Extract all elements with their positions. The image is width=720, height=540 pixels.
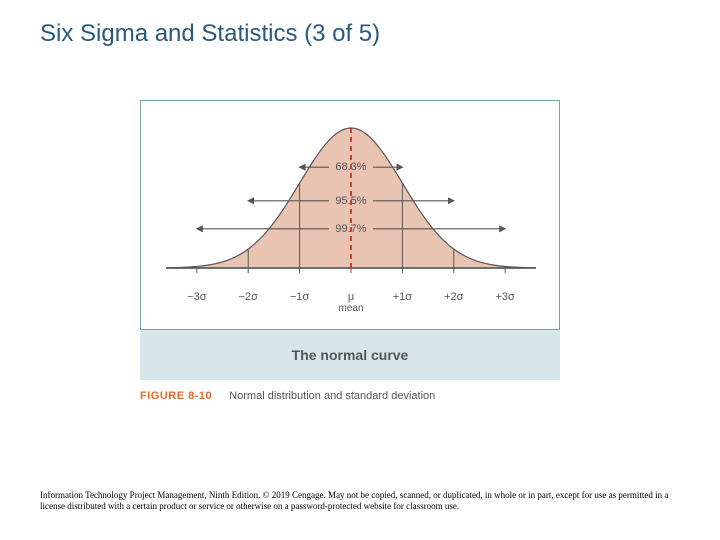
- page-title: Six Sigma and Statistics (3 of 5): [40, 20, 380, 48]
- slide: Six Sigma and Statistics (3 of 5) 68.3% 9…: [0, 0, 720, 540]
- chart-caption: The normal curve: [140, 330, 560, 380]
- chart-box: 68.3% 95.5% 99.7% −3σ −2σ −1σ μmean +1σ +2σ +3σ: [140, 100, 560, 330]
- x-tick-label: −2σ: [239, 291, 258, 303]
- figure-panel: 68.3%95.5%99.7% −3σ−2σ−1σμmean+1σ+2σ+3σ …: [140, 100, 560, 380]
- x-tick-label: −3σ: [187, 291, 206, 303]
- figure-label: FIGURE 8-10 Normal distribution and stan…: [140, 390, 435, 402]
- copyright-footer: Information Technology Project Managemen…: [40, 490, 680, 513]
- x-tick-label: μ: [348, 291, 354, 303]
- figure-number: FIGURE 8-10: [140, 390, 212, 402]
- svg-text:95.5%: 95.5%: [335, 195, 366, 207]
- figure-description: Normal distribution and standard deviati…: [229, 390, 435, 402]
- x-tick-label: +2σ: [444, 291, 463, 303]
- x-tick-label: +1σ: [393, 291, 412, 303]
- svg-text:99.7%: 99.7%: [335, 223, 366, 235]
- svg-text:68.3%: 68.3%: [335, 161, 366, 173]
- x-tick-label: −1σ: [290, 291, 309, 303]
- normal-curve-svg: 68.3% 95.5% 99.7%: [166, 116, 536, 286]
- x-mean-sublabel: mean: [338, 303, 363, 314]
- normal-curve-plot: 68.3% 95.5% 99.7%: [166, 116, 536, 286]
- x-tick-label: +3σ: [495, 291, 514, 303]
- x-axis-labels: −3σ −2σ −1σ μmean +1σ +2σ +3σ: [166, 291, 536, 311]
